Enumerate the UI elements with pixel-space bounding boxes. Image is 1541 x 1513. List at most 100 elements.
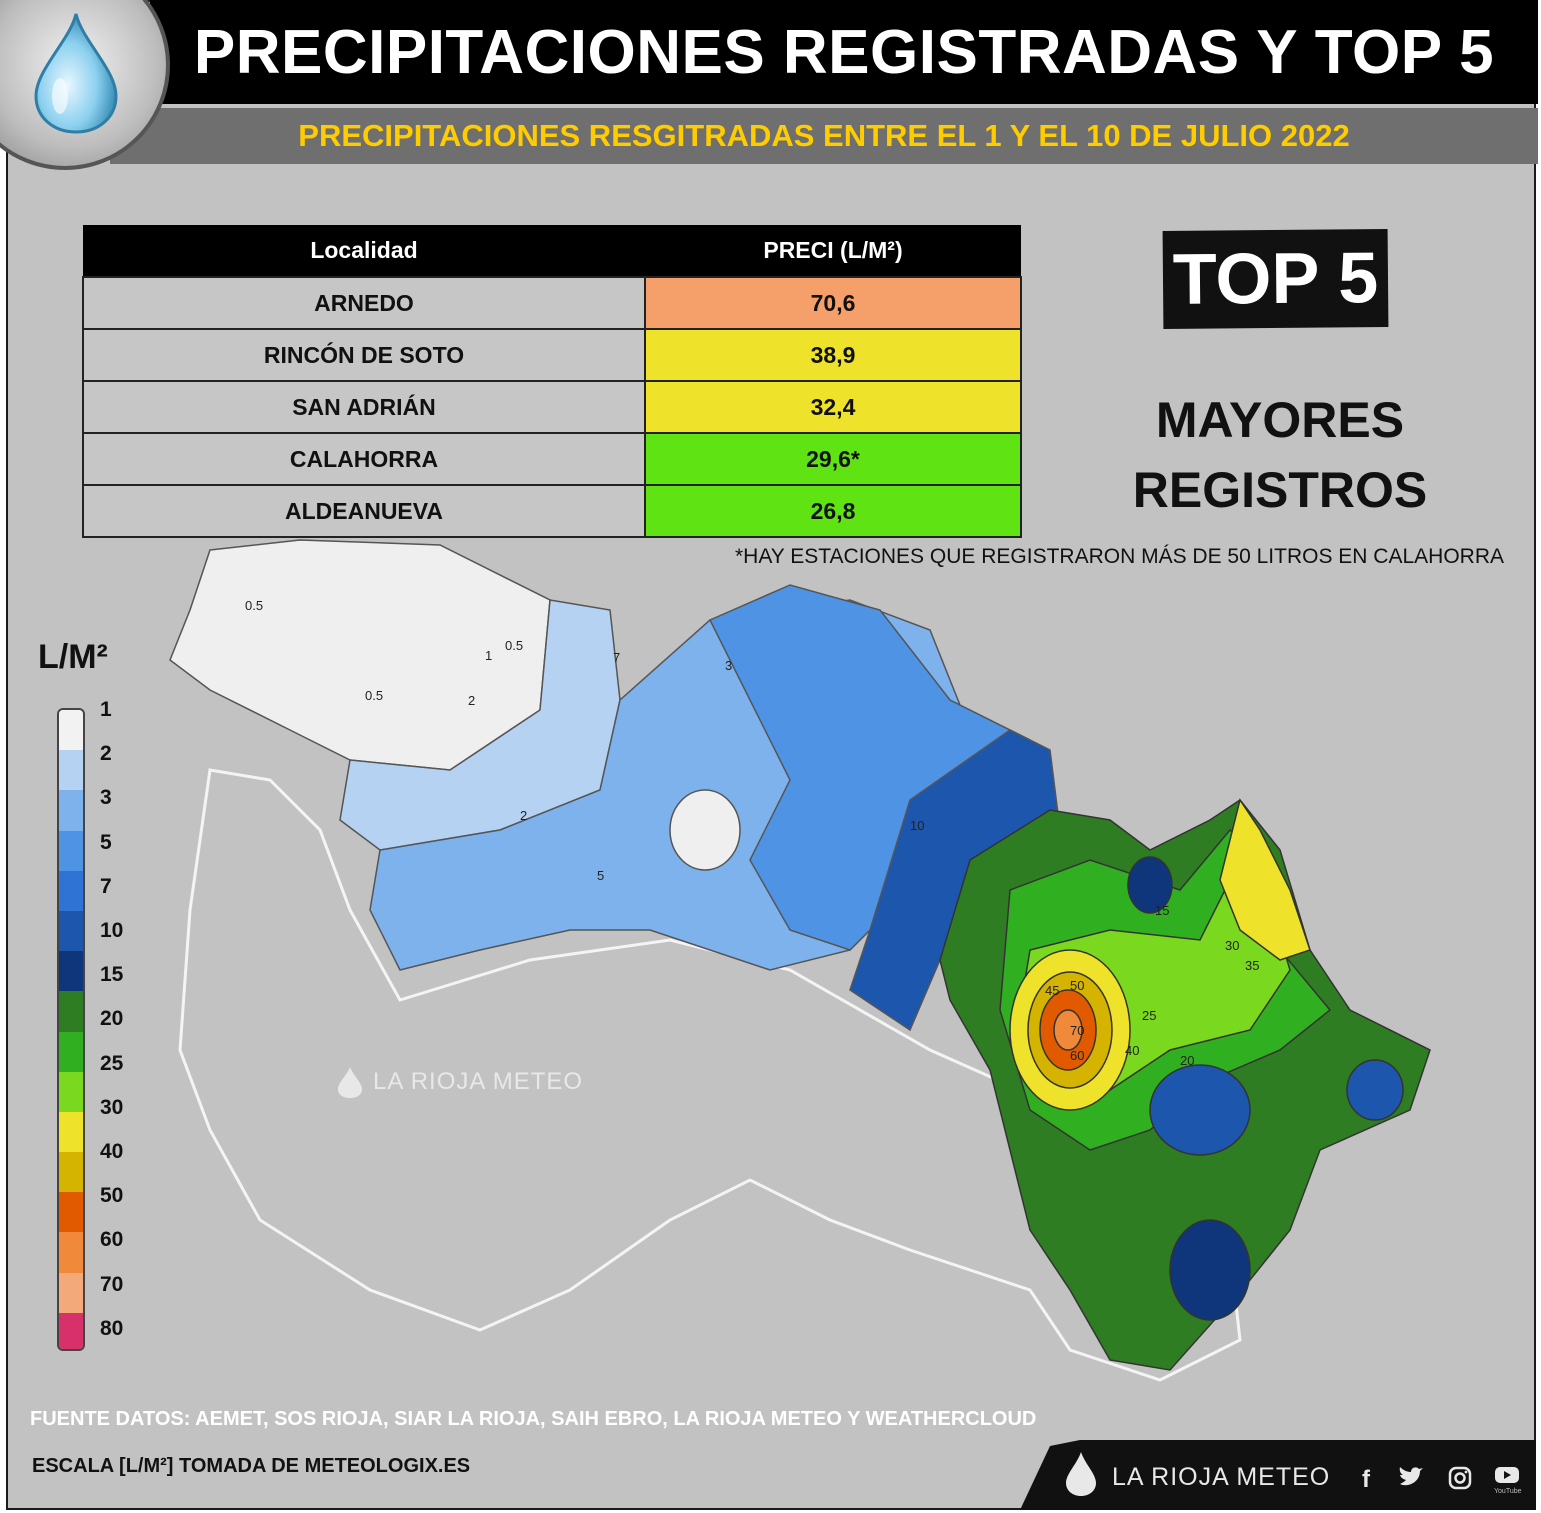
legend-label: 70 [100,1272,124,1296]
table-row: CALAHORRA 29,6* [82,432,1022,486]
top5-table: Localidad PRECI (L/M²) ARNEDO 70,6 RINCÓN … [82,225,1022,538]
legend-label: 25 [100,1051,124,1075]
iso-label-5: 5 [597,868,604,883]
precip-cell: 29,6* [644,432,1022,486]
legend-label: 3 [100,786,112,810]
subtitle-bar: PRECIPITACIONES RESGITRADAS ENTRE EL 1 Y… [110,108,1538,164]
iso-label-30: 30 [1225,938,1239,953]
legend-swatch [59,1272,83,1313]
location-cell: RINCÓN DE SOTO [82,328,646,382]
iso-label-10: 10 [910,818,924,833]
legend-swatch [59,910,83,952]
zone-blue-pool-3 [1346,1059,1404,1121]
iso-label-05: 0.5 [245,598,263,613]
iso-label-60: 60 [1070,1048,1084,1063]
legend-swatch [59,1111,83,1153]
table-row: RINCÓN DE SOTO 38,9 [82,328,1022,382]
map-watermark: LA RIOJA METEO [335,1065,583,1099]
table-header-row: Localidad PRECI (L/M²) [83,225,1021,277]
iso-label-15: 15 [1155,903,1169,918]
iso-label-05c: 0.5 [505,638,523,653]
twitter-icon[interactable] [1398,1466,1424,1488]
iso-label-70: 70 [1070,1023,1084,1038]
facebook-icon[interactable]: f [1362,1466,1370,1493]
zone-blue-pool-1 [1149,1064,1251,1156]
title-text: PRECIPITACIONES REGISTRADAS Y TOP 5 [193,17,1495,87]
iso-label-2: 2 [468,693,475,708]
legend-swatch [59,710,83,751]
legend-label: 20 [100,1007,124,1031]
iso-label-20: 20 [1180,1053,1194,1068]
precip-cell: 38,9 [644,328,1022,382]
data-source: FUENTE DATOS: AEMET, SOS RIOJA, SIAR LA … [30,1408,1037,1430]
footer-brand-text: LA RIOJA METEO [1112,1463,1331,1491]
location-cell: CALAHORRA [82,432,646,486]
map-outline-south [178,768,1242,1382]
legend-label: 10 [100,919,124,942]
location-cell: ALDEANUEVA [82,484,646,538]
column-header-location: Localidad [83,225,645,277]
caption-line-1: MAYORES [1155,392,1405,448]
legend-swatch [59,750,83,791]
water-drop-icon [34,13,118,134]
zone-white [169,539,551,771]
precip-cell: 70,6 [644,276,1022,330]
legend-swatch [59,1192,83,1233]
precipitation-map: 0.5 0.5 0.5 1 2 2 3 5 7 10 15 20 25 30 3… [169,539,1431,1382]
legend-color-bar [57,708,85,1351]
legend-swatch [59,870,83,911]
iso-label-05b: 0.5 [365,688,383,703]
legend-label: 7 [100,874,112,898]
watermark-drop-icon [338,1067,362,1098]
iso-label-45: 45 [1045,983,1059,998]
legend-label: 40 [100,1140,124,1163]
youtube-icon[interactable] [1494,1466,1520,1486]
iso-label-25: 25 [1142,1008,1156,1023]
legend-swatch [59,830,83,871]
legend-label: 80 [100,1316,124,1340]
zone-peak-core [1053,1009,1083,1051]
legend-label: 5 [100,830,112,854]
zone-blue-pool-2 [1169,1219,1251,1321]
iso-label-50: 50 [1070,978,1084,993]
column-header-precip: PRECI (L/M²) [645,225,1021,277]
legend-title: L/M² [38,638,108,676]
legend-label: 30 [100,1095,124,1119]
legend-label: 1 [100,698,112,721]
table-row: ARNEDO 70,6 [82,276,1022,330]
youtube-caption: YouTube [1494,1488,1522,1495]
scale-note: ESCALA [L/M²] TOMADA DE METEOLOGIX.ES [32,1455,471,1477]
iso-label-1: 1 [485,648,492,663]
caption-line-2: REGISTROS [1132,462,1428,518]
legend-label: 60 [100,1228,124,1252]
table-row: ALDEANUEVA 26,8 [82,484,1022,538]
iso-label-3: 3 [725,658,732,673]
zone-yellow-ne [1219,798,1311,961]
footer-drop-icon [1066,1452,1096,1496]
page-title: PRECIPITACIONES REGISTRADAS Y TOP 5 [150,0,1538,104]
zone-blue-pool-4 [1127,856,1173,914]
legend-swatch [59,1071,83,1112]
footnote: *HAY ESTACIONES QUE REGISTRARON MÁS DE 5… [735,545,1505,568]
legend-swatch [59,1152,83,1193]
instagram-icon[interactable] [1448,1466,1472,1490]
mayores-registros-caption: MAYORES REGISTROS [1100,385,1460,525]
iso-label-35: 35 [1245,958,1259,973]
legend-swatch [59,991,83,1032]
iso-label-2b: 2 [520,808,527,823]
legend-swatch [59,951,83,992]
watermark-text: LA RIOJA METEO [373,1068,584,1095]
iso-label-7: 7 [613,650,620,665]
legend-swatch [59,790,83,831]
table-row: SAN ADRIÁN 32,4 [82,380,1022,434]
subtitle-text: PRECIPITACIONES RESGITRADAS ENTRE EL 1 Y… [298,118,1350,153]
legend-swatch [59,1031,83,1072]
top5-badge: TOP 5 [1162,229,1389,329]
legend-label: 15 [100,963,124,987]
legend-label: 2 [100,742,112,766]
zone-white-pocket [669,789,741,871]
precip-cell: 26,8 [644,484,1022,538]
location-cell: SAN ADRIÁN [82,380,646,434]
iso-label-40: 40 [1125,1043,1139,1058]
legend-swatch [59,1312,83,1349]
